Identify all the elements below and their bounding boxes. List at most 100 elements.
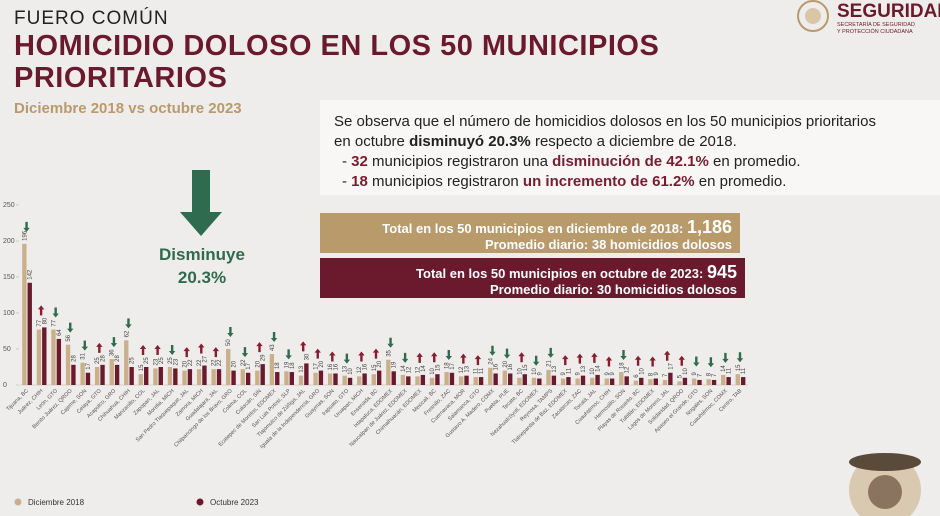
- summary-text: respecto a diciembre de 2018.: [530, 133, 737, 150]
- bar: [313, 372, 318, 385]
- summary-text: municipios registraron una: [367, 153, 553, 170]
- data-label: 13: [343, 365, 349, 372]
- data-label: 8: [648, 372, 654, 376]
- increase-arrow: [212, 347, 220, 358]
- bar: [100, 364, 105, 385]
- data-label: 22: [241, 359, 247, 366]
- bar: [551, 375, 557, 385]
- data-label: 22: [212, 359, 218, 366]
- data-label: 14: [401, 365, 407, 372]
- decrease-arrow: [168, 345, 176, 355]
- data-label: 56: [66, 334, 72, 341]
- increase-arrow: [372, 348, 380, 359]
- data-label: 77: [51, 319, 57, 326]
- data-label: 8: [707, 372, 713, 376]
- data-label: 15: [435, 364, 441, 371]
- bar: [691, 378, 697, 385]
- bar: [327, 373, 333, 385]
- decrease-arrow: [387, 337, 394, 348]
- bar: [502, 370, 508, 385]
- y-tick-label: 0: [3, 382, 7, 389]
- bar: [429, 377, 435, 385]
- bar: [517, 377, 522, 385]
- bar: [415, 376, 420, 385]
- data-label: 11: [479, 367, 485, 374]
- increase-arrow: [198, 343, 205, 354]
- total-box: Total en los 50 municipios en octubre de…: [320, 258, 745, 298]
- bar: [624, 376, 629, 385]
- decrease-arrow: [401, 352, 409, 363]
- data-label: 11: [741, 367, 747, 374]
- data-label: 9: [692, 372, 698, 376]
- bar: [609, 378, 615, 385]
- logo: SEGURIDAD SECRETARÍA DE SEGURIDAD Y PROT…: [795, 0, 940, 45]
- increase-arrow: [358, 351, 365, 362]
- data-label: 9: [561, 372, 567, 376]
- increase-arrow: [96, 342, 103, 353]
- bar: [639, 377, 644, 385]
- bar: [124, 340, 129, 385]
- bar: [27, 282, 32, 385]
- data-label: 15: [736, 364, 742, 371]
- data-label: 9: [654, 372, 660, 376]
- increase-arrow: [605, 356, 613, 367]
- total-label: Total en los 50 municipios en diciembre …: [382, 221, 684, 236]
- data-label: 64: [57, 329, 63, 336]
- bar: [357, 376, 362, 385]
- bar: [109, 359, 114, 385]
- data-label: 22: [188, 359, 194, 366]
- bar: [36, 329, 42, 385]
- data-label: 14: [721, 365, 727, 372]
- bar: [158, 367, 163, 385]
- data-label: 22: [217, 359, 223, 366]
- data-label: 14: [421, 365, 427, 372]
- increase-arrow: [139, 345, 147, 355]
- bar: [711, 379, 717, 385]
- bar: [653, 378, 658, 385]
- callout-value: 20.3%: [178, 268, 226, 287]
- increase-arrow: [154, 345, 161, 355]
- data-label: 12: [406, 366, 412, 373]
- data-label: 10: [348, 367, 354, 374]
- bar: [697, 379, 702, 385]
- summary-text: 18: [351, 173, 368, 190]
- summary-text: -: [342, 153, 352, 170]
- total-value: 1,186: [686, 217, 732, 237]
- summary-text: Se observa que el número de homicidios d…: [334, 113, 876, 130]
- bar: [508, 373, 513, 385]
- bar: [255, 370, 260, 385]
- data-label: 14: [596, 365, 602, 372]
- data-label: 10: [683, 367, 689, 374]
- data-label: 19: [284, 361, 290, 368]
- data-label: 15: [139, 364, 145, 371]
- increase-arrow: [591, 352, 598, 363]
- increase-arrow: [329, 351, 336, 362]
- legend-swatch: [14, 498, 22, 506]
- data-label: 9: [605, 372, 611, 376]
- data-label: 28: [101, 355, 107, 362]
- bar: [245, 372, 251, 385]
- bar: [231, 370, 236, 385]
- data-label: 142: [28, 269, 34, 280]
- data-label: 25: [168, 357, 174, 364]
- data-label: 16: [328, 363, 334, 370]
- portrait: [849, 453, 921, 516]
- decrease-arrow: [67, 322, 74, 333]
- data-label: 15: [372, 364, 378, 371]
- decrease-arrow: [547, 347, 554, 358]
- data-label: 12: [357, 366, 363, 373]
- bar: [488, 367, 493, 385]
- total-box: Total en los 50 municipios en diciembre …: [320, 213, 740, 253]
- data-label: 23: [153, 358, 159, 365]
- data-label: 25: [159, 357, 165, 364]
- data-label: 13: [299, 365, 305, 372]
- decrease-arrow: [343, 353, 351, 364]
- data-label: 28: [115, 355, 121, 362]
- decrease-arrow: [620, 350, 627, 361]
- increase-arrow: [256, 342, 263, 353]
- bar: [449, 372, 455, 385]
- data-label: 62: [124, 330, 130, 337]
- section-label: FUERO COMÚN: [14, 8, 169, 29]
- bar: [114, 364, 120, 385]
